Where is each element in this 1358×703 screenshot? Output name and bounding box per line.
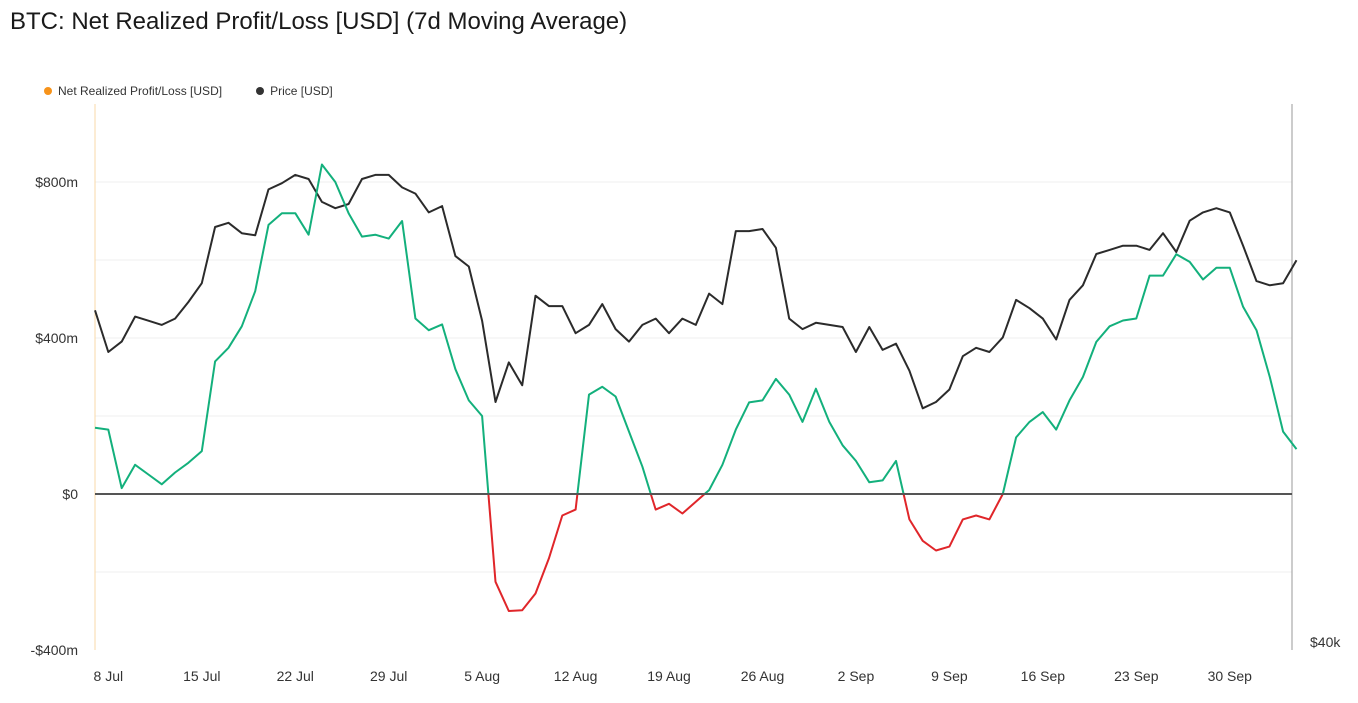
x-tick-label: 29 Jul — [370, 668, 407, 684]
x-tick-label: 16 Sep — [1021, 668, 1066, 684]
legend-dot-price — [256, 87, 265, 95]
legend-dot-net-realized — [44, 87, 52, 95]
x-tick-label: 12 Aug — [554, 668, 598, 684]
nrpl-profit-segment — [703, 377, 905, 495]
x-tick-label: 9 Sep — [931, 668, 968, 684]
x-tick-label: 8 Jul — [94, 668, 124, 684]
nrpl-profit-segment — [94, 163, 490, 495]
legend-item-net-realized[interactable]: Net Realized Profit/Loss [USD] — [44, 84, 222, 98]
nrpl-loss-segment — [487, 493, 579, 612]
legend-label-price: Price [USD] — [270, 84, 333, 98]
chart-title: BTC: Net Realized Profit/Loss [USD] (7d … — [10, 8, 628, 35]
y-tick-label: $400m — [35, 330, 78, 346]
axis-layer — [94, 104, 1293, 650]
series-layer — [94, 163, 1298, 612]
grid-layer — [95, 181, 1292, 573]
y-tick-label: $0 — [62, 486, 78, 502]
label-layer: -$400m $0 $400m $800m $40k 8 Jul 15 Jul 22 Jul 2… — [31, 174, 1342, 684]
nrpl-profit-segment — [1001, 253, 1298, 495]
price-series-line — [94, 173, 1298, 410]
legend-label-net-realized: Net Realized Profit/Loss [USD] — [58, 84, 223, 98]
x-tick-label: 23 Sep — [1114, 668, 1159, 684]
legend: Net Realized Profit/Loss [USD] Price [US… — [44, 84, 333, 98]
x-tick-label: 19 Aug — [647, 668, 691, 684]
y-tick-label: -$400m — [31, 642, 78, 658]
x-tick-label: 5 Aug — [464, 668, 500, 684]
nrpl-loss-segment — [902, 493, 1004, 552]
x-tick-label: 22 Jul — [277, 668, 314, 684]
nrpl-profit-segment — [576, 385, 652, 495]
y-tick-label: $800m — [35, 174, 78, 190]
legend-item-price[interactable]: Price [USD] — [256, 84, 333, 98]
x-tick-label: 15 Jul — [183, 668, 220, 684]
x-tick-label: 30 Sep — [1208, 668, 1253, 684]
x-tick-label: 26 Aug — [741, 668, 785, 684]
nrpl-loss-segment — [649, 493, 706, 515]
y-right-tick-label: $40k — [1310, 634, 1341, 650]
x-tick-label: 2 Sep — [838, 668, 875, 684]
